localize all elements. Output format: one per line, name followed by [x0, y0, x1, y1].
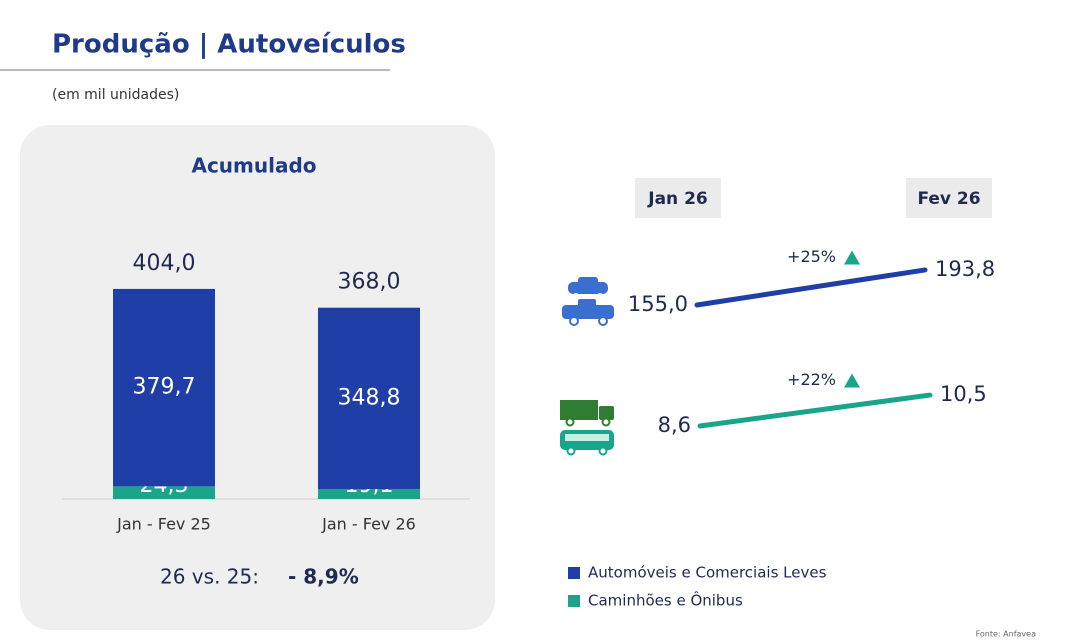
value-label: 8,6	[658, 413, 691, 437]
up-arrow	[844, 373, 860, 388]
value-label: 10,5	[940, 382, 987, 406]
bar-segment	[113, 486, 215, 499]
change-label: +25%	[787, 247, 836, 266]
column-header: Fev 26	[917, 189, 980, 209]
total-label: 368,0	[338, 270, 401, 295]
value-label: 348,8	[338, 385, 401, 410]
column-header: Jan 26	[647, 189, 707, 209]
x-tick-label: Jan - Fev 25	[116, 515, 211, 534]
comparison-label: 26 vs. 25:	[160, 565, 259, 589]
bar-segment	[113, 288, 215, 487]
truck-bus-icon	[560, 400, 614, 456]
value-label: 193,8	[935, 257, 995, 281]
line	[694, 267, 928, 308]
up-arrow	[844, 250, 860, 265]
card	[20, 125, 495, 630]
column-header-box	[906, 178, 992, 218]
line	[697, 392, 933, 429]
bar-segment	[318, 489, 420, 499]
value-label: 379,7	[133, 375, 196, 400]
legend-swatch	[568, 595, 580, 607]
value-label: 155,0	[628, 292, 688, 316]
column-header-box	[635, 178, 721, 218]
x-tick-label: Jan - Fev 26	[321, 515, 416, 534]
legend-label: Automóveis e Comerciais Leves	[588, 564, 827, 582]
source: Fonte: Anfavea	[976, 630, 1036, 639]
change-label: +22%	[787, 370, 836, 389]
car-icon	[562, 277, 614, 326]
legend-label: Caminhões e Ônibus	[588, 591, 743, 610]
subtitle: (em mil unidades)	[52, 87, 179, 103]
comparison-value: - 8,9%	[288, 565, 359, 589]
legend-swatch	[568, 567, 580, 579]
bar-segment	[318, 307, 420, 490]
page-title: Produção | Autoveículos	[52, 30, 406, 60]
bar-chart-title: Acumulado	[191, 154, 316, 178]
total-label: 404,0	[133, 251, 196, 276]
